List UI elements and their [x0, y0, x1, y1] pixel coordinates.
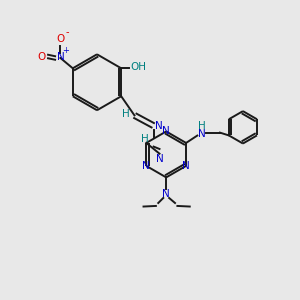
- Text: O: O: [38, 52, 46, 61]
- Text: H: H: [198, 121, 206, 131]
- Text: O: O: [56, 34, 64, 44]
- Text: N: N: [182, 161, 190, 171]
- Text: N: N: [155, 121, 163, 131]
- Text: OH: OH: [130, 62, 146, 72]
- Text: -: -: [65, 27, 69, 37]
- Text: N: N: [156, 154, 164, 164]
- Text: N: N: [56, 52, 64, 61]
- Text: +: +: [62, 46, 69, 55]
- Text: N: N: [162, 189, 170, 199]
- Text: N: N: [198, 129, 206, 139]
- Text: H: H: [122, 109, 130, 119]
- Text: N: N: [142, 161, 150, 171]
- Text: N: N: [162, 126, 170, 136]
- Text: H: H: [142, 134, 149, 144]
